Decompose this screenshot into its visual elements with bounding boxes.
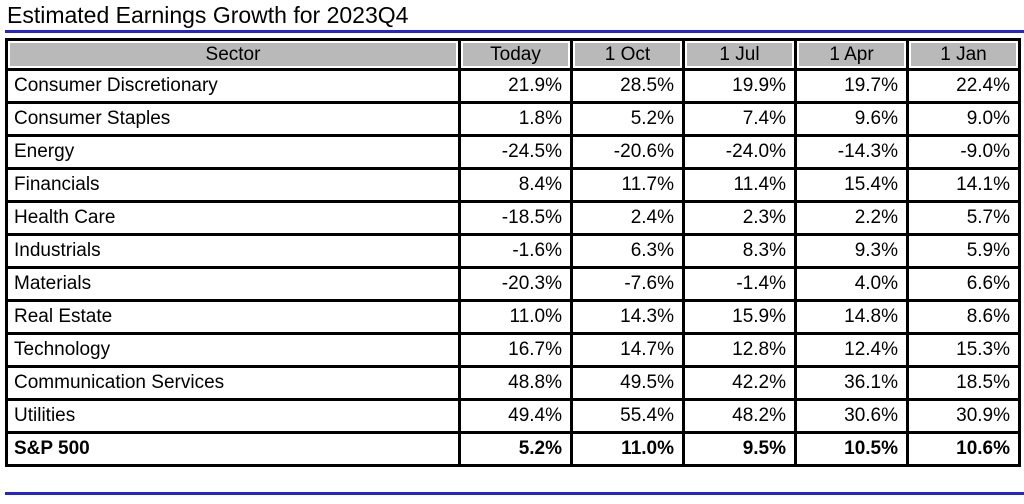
value-cell: 6.3% — [570, 233, 685, 269]
value-cell: 12.4% — [794, 332, 909, 368]
table-row: Financials 8.4% 11.7% 11.4% 15.4% 14.1% — [5, 167, 1021, 203]
value-cell: -14.3% — [794, 134, 909, 170]
value-cell: -9.0% — [906, 134, 1021, 170]
table-row: Technology 16.7% 14.7% 12.8% 12.4% 15.3% — [5, 332, 1021, 368]
value-cell: 19.7% — [794, 68, 909, 104]
value-cell: 7.4% — [682, 101, 797, 137]
value-cell: -7.6% — [570, 266, 685, 302]
value-cell: 30.9% — [906, 398, 1021, 434]
table-row: Consumer Staples 1.8% 5.2% 7.4% 9.6% 9.0% — [5, 101, 1021, 137]
value-cell: 11.0% — [458, 299, 573, 335]
table-row: Industrials -1.6% 6.3% 8.3% 9.3% 5.9% — [5, 233, 1021, 269]
table-row: Utilities 49.4% 55.4% 48.2% 30.6% 30.9% — [5, 398, 1021, 434]
value-cell: 14.1% — [906, 167, 1021, 203]
value-cell: 11.4% — [682, 167, 797, 203]
value-cell: 49.4% — [458, 398, 573, 434]
value-cell: 8.6% — [906, 299, 1021, 335]
value-cell: 5.7% — [906, 200, 1021, 236]
value-cell: -24.0% — [682, 134, 797, 170]
table-row: Communication Services 48.8% 49.5% 42.2% 36.… — [5, 365, 1021, 401]
column-header-1-oct: 1 Oct — [570, 38, 685, 71]
table-row: Health Care -18.5% 2.4% 2.3% 2.2% 5.7% — [5, 200, 1021, 236]
value-cell: 16.7% — [458, 332, 573, 368]
column-header-1-apr: 1 Apr — [794, 38, 909, 71]
value-cell: 15.4% — [794, 167, 909, 203]
value-cell: 9.0% — [906, 101, 1021, 137]
value-cell: 36.1% — [794, 365, 909, 401]
sector-cell: Consumer Staples — [5, 101, 461, 137]
column-header-1-jan: 1 Jan — [906, 38, 1021, 71]
value-cell: 15.9% — [682, 299, 797, 335]
value-cell: 28.5% — [570, 68, 685, 104]
value-cell: 22.4% — [906, 68, 1021, 104]
value-cell: 48.8% — [458, 365, 573, 401]
value-cell: 14.7% — [570, 332, 685, 368]
sector-cell: Technology — [5, 332, 461, 368]
sector-cell: Health Care — [5, 200, 461, 236]
page-title: Estimated Earnings Growth for 2023Q4 — [7, 2, 409, 28]
sector-cell: Consumer Discretionary — [5, 68, 461, 104]
value-cell: -18.5% — [458, 200, 573, 236]
value-cell: 9.5% — [682, 431, 797, 467]
column-header-sector: Sector — [5, 38, 461, 71]
title-underline-rule — [5, 30, 1024, 33]
table-header-row: Sector Today 1 Oct 1 Jul 1 Apr 1 Jan — [5, 38, 1021, 71]
value-cell: 11.0% — [570, 431, 685, 467]
value-cell: 2.4% — [570, 200, 685, 236]
value-cell: 5.9% — [906, 233, 1021, 269]
value-cell: 55.4% — [570, 398, 685, 434]
value-cell: 5.2% — [458, 431, 573, 467]
value-cell: 6.6% — [906, 266, 1021, 302]
value-cell: 2.2% — [794, 200, 909, 236]
value-cell: 10.5% — [794, 431, 909, 467]
value-cell: 10.6% — [906, 431, 1021, 467]
value-cell: 14.3% — [570, 299, 685, 335]
sector-cell: Industrials — [5, 233, 461, 269]
value-cell: 11.7% — [570, 167, 685, 203]
table-row: Real Estate 11.0% 14.3% 15.9% 14.8% 8.6% — [5, 299, 1021, 335]
sector-cell: Communication Services — [5, 365, 461, 401]
value-cell: 19.9% — [682, 68, 797, 104]
value-cell: 21.9% — [458, 68, 573, 104]
column-header-today: Today — [458, 38, 573, 71]
sector-cell: Real Estate — [5, 299, 461, 335]
value-cell: 48.2% — [682, 398, 797, 434]
value-cell: -20.6% — [570, 134, 685, 170]
value-cell: 18.5% — [906, 365, 1021, 401]
value-cell: 15.3% — [906, 332, 1021, 368]
sector-cell: Materials — [5, 266, 461, 302]
value-cell: 8.3% — [682, 233, 797, 269]
value-cell: 5.2% — [570, 101, 685, 137]
column-header-1-jul: 1 Jul — [682, 38, 797, 71]
earnings-growth-table: Sector Today 1 Oct 1 Jul 1 Apr 1 Jan Consumer… — [5, 38, 1021, 467]
sector-cell: Utilities — [5, 398, 461, 434]
value-cell: 2.3% — [682, 200, 797, 236]
value-cell: 42.2% — [682, 365, 797, 401]
value-cell: 8.4% — [458, 167, 573, 203]
value-cell: 9.6% — [794, 101, 909, 137]
sector-cell: Energy — [5, 134, 461, 170]
value-cell: -20.3% — [458, 266, 573, 302]
value-cell: -24.5% — [458, 134, 573, 170]
value-cell: 30.6% — [794, 398, 909, 434]
table-body: Consumer Discretionary 21.9% 28.5% 19.9% 19.… — [5, 68, 1021, 467]
table-row: Energy -24.5% -20.6% -24.0% -14.3% -9.0% — [5, 134, 1021, 170]
table-row: Consumer Discretionary 21.9% 28.5% 19.9% 19.… — [5, 68, 1021, 104]
value-cell: -1.4% — [682, 266, 797, 302]
sector-cell: S&P 500 — [5, 431, 461, 467]
value-cell: 49.5% — [570, 365, 685, 401]
table-row: S&P 500 5.2% 11.0% 9.5% 10.5% 10.6% — [5, 431, 1021, 467]
value-cell: 12.8% — [682, 332, 797, 368]
value-cell: 4.0% — [794, 266, 909, 302]
value-cell: 9.3% — [794, 233, 909, 269]
value-cell: -1.6% — [458, 233, 573, 269]
table-row: Materials -20.3% -7.6% -1.4% 4.0% 6.6% — [5, 266, 1021, 302]
sector-cell: Financials — [5, 167, 461, 203]
value-cell: 14.8% — [794, 299, 909, 335]
value-cell: 1.8% — [458, 101, 573, 137]
bottom-rule — [5, 492, 1024, 495]
